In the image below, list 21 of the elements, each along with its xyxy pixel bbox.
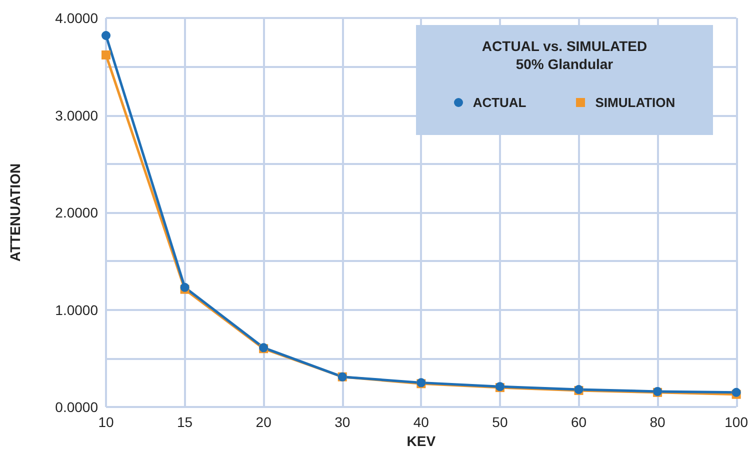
x-tick-label: 100 bbox=[724, 414, 748, 430]
x-axis-title: KEV bbox=[406, 432, 436, 449]
legend-label: SIMULATION bbox=[595, 95, 676, 110]
x-tick-label: 30 bbox=[334, 414, 350, 430]
x-tick-label: 20 bbox=[256, 414, 272, 430]
y-axis-title: ATTENUATION bbox=[7, 163, 23, 262]
point bbox=[102, 50, 110, 60]
point bbox=[102, 31, 110, 40]
x-tick-label: 40 bbox=[413, 414, 430, 430]
y-tick-label: 1.0000 bbox=[55, 302, 98, 318]
x-tick-label: 15 bbox=[177, 414, 193, 430]
x-tick-label: 60 bbox=[570, 414, 587, 430]
x-tick-label: 50 bbox=[492, 414, 508, 430]
y-tick-label: 2.0000 bbox=[55, 204, 98, 220]
x-tick-label: 10 bbox=[98, 414, 114, 430]
legend-title: ACTUAL vs. SIMULATED 50% Glandular bbox=[480, 37, 648, 73]
y-tick-label: 0.0000 bbox=[55, 399, 98, 415]
y-tick-label: 4.0000 bbox=[55, 10, 98, 26]
legend-label: ACTUAL bbox=[472, 95, 526, 110]
y-tick-label: 3.0000 bbox=[55, 107, 98, 124]
x-tick-label: 80 bbox=[650, 414, 666, 430]
